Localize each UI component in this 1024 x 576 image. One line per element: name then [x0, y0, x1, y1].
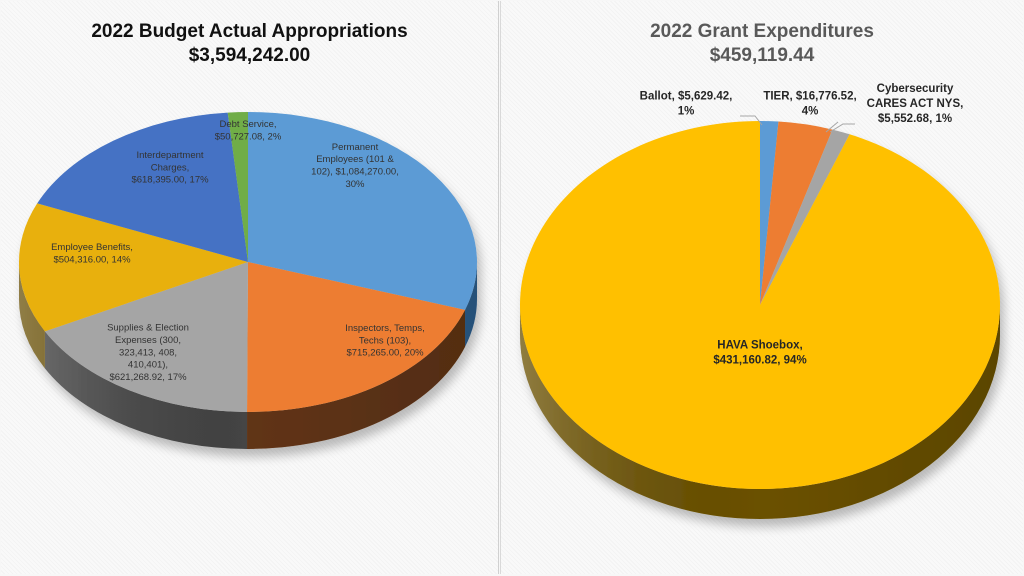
grant-slice-0[interactable]: [760, 121, 779, 305]
grant-leader-line-2: [829, 123, 855, 133]
budget-data-label-line: 323,413, 408,: [119, 347, 177, 358]
budget-data-label-line: Supplies & Election: [107, 323, 189, 334]
budget-data-label-line: Employee Benefits,: [51, 242, 133, 253]
budget-data-label-line: Inspectors, Temps,: [345, 323, 425, 334]
grant-slice-3[interactable]: [520, 121, 1001, 489]
grant-chart-total: $459,119.44: [709, 45, 815, 66]
budget-slice-5[interactable]: [227, 112, 248, 262]
budget-slice-1[interactable]: [247, 262, 466, 412]
budget-data-label-line: 102), $1,084,270.00,: [311, 167, 399, 178]
budget-data-label-line: $50,727.08, 2%: [215, 132, 282, 143]
grant-data-label-line: $431,160.82, 94%: [713, 355, 806, 367]
budget-data-label-line: Employees (101 &: [316, 154, 394, 165]
budget-data-label-line: Permanent: [332, 142, 379, 153]
budget-data-label-1: Inspectors, Temps, Techs (103), $715,265.0…: [345, 323, 425, 359]
budget-data-label-3: Employee Benefits, $504,316.00, 14%: [51, 242, 133, 265]
grant-data-label-2: Cybersecurity CARES ACT NYS, $5,552.68, 1%: [867, 83, 964, 125]
grant-data-label-line: TIER, $16,776.52,: [763, 91, 856, 103]
budget-slice-2[interactable]: [44, 262, 248, 412]
grant-leader-line-0: [740, 115, 763, 126]
grant-data-label-0: Ballot, $5,629.42, 1%: [640, 91, 733, 118]
grant-data-label-3: HAVA Shoebox, $431,160.82, 94%: [713, 340, 806, 367]
budget-pie: [19, 112, 478, 449]
budget-data-label-line: Charges,: [151, 162, 190, 173]
budget-side-shading: [19, 262, 477, 449]
budget-data-label-line: $504,316.00, 14%: [53, 255, 131, 266]
budget-data-label-line: Debt Service,: [219, 119, 276, 130]
budget-data-label-line: 30%: [345, 179, 365, 190]
grant-data-label-line: HAVA Shoebox,: [717, 340, 802, 352]
budget-data-label-line: Interdepartment: [136, 150, 203, 161]
budget-data-label-5: Debt Service, $50,727.08, 2%: [215, 119, 282, 142]
grant-data-label-line: $5,552.68, 1%: [878, 113, 952, 125]
grant-slice-1[interactable]: [760, 121, 833, 305]
grant-leader-line-1: [825, 121, 839, 133]
budget-data-label-line: 410,401),: [128, 360, 168, 371]
budget-data-label-4: Interdepartment Charges, $618,395.00, 17%: [131, 150, 209, 186]
grant-data-label-line: 1%: [678, 106, 695, 118]
budget-data-label-line: Expenses (300,: [115, 335, 181, 346]
grant-chart-title-text: 2022 Grant Expenditures: [650, 21, 874, 42]
budget-data-label-line: $618,395.00, 17%: [131, 175, 209, 186]
grant-data-label-line: Cybersecurity: [877, 83, 954, 95]
budget-data-label-line: Techs (103),: [359, 335, 411, 346]
budget-chart-title-text: 2022 Budget Actual Appropriations: [91, 21, 408, 42]
budget-chart-total: $3,594,242.00: [188, 45, 311, 66]
grant-pie: [520, 121, 1001, 519]
budget-slice-3[interactable]: [19, 203, 249, 332]
budget-pie-side: [19, 262, 477, 449]
grant-slice-2[interactable]: [760, 129, 850, 305]
grant-data-label-line: CARES ACT NYS,: [867, 98, 964, 110]
budget-data-label-0: Permanent Employees (101 & 102), $1,084,27…: [311, 142, 399, 190]
grant-data-label-line: 4%: [802, 106, 819, 118]
budget-slice-4[interactable]: [37, 112, 248, 262]
grant-side-shading: [520, 305, 1000, 519]
budget-chart-title: 2022 Budget Actual Appropriations $3,594…: [1, 20, 498, 68]
budget-data-label-line: $715,265.00, 20%: [346, 348, 424, 359]
grant-chart-title: 2022 Grant Expenditures $459,119.44: [501, 20, 1023, 68]
grant-data-label-1: TIER, $16,776.52, 4%: [763, 91, 856, 118]
grant-pie-side: [520, 305, 1000, 519]
budget-data-label-line: $621,268.92, 17%: [109, 372, 187, 383]
budget-data-label-2: Supplies & Election Expenses (300, 323,413…: [107, 323, 189, 383]
grant-data-label-line: Ballot, $5,629.42,: [640, 91, 733, 103]
budget-slice-0[interactable]: [248, 112, 478, 310]
